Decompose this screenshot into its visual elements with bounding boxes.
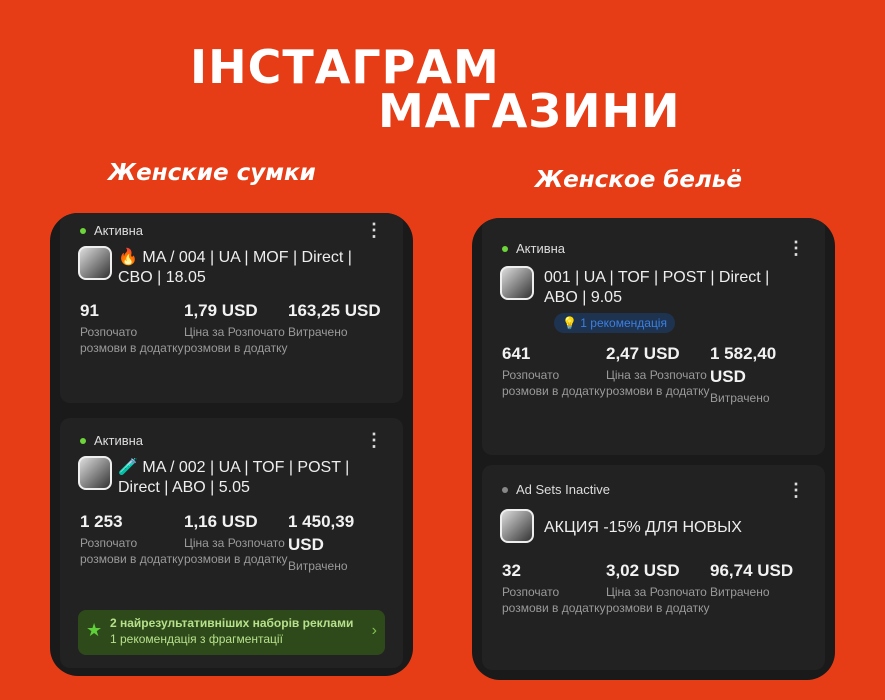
stat: 96,74 USD Витрачено: [710, 559, 814, 616]
test-tube-icon: 🧪: [118, 459, 138, 476]
stat: 32 Розпочато розмови в додатку: [502, 559, 606, 616]
right-subtitle: Женское бельё: [535, 167, 742, 193]
stat-value: 2,47 USD: [606, 344, 680, 363]
left-subtitle: Женские сумки: [108, 160, 316, 186]
headline-line1: ІНСТАГРАМ: [190, 40, 500, 94]
ad-title-text: MA / 004 | UA | MOF | Direct | CBO | 18.…: [118, 249, 352, 286]
stat-value: 96,74 USD: [710, 561, 794, 580]
status-dot-icon: [80, 227, 86, 234]
stat-label: Розпочато розмови в додатку: [80, 325, 184, 355]
stat: 1,79 USD Ціна за Розпочато розмови в дода…: [184, 299, 288, 356]
ad-title: 🧪 MA / 002 | UA | TOF | POST | Direct | …: [118, 458, 373, 498]
stat-label: Ціна за Розпочато розмови в додатку: [184, 325, 288, 355]
stat-value: 1 582,40 USD: [710, 344, 777, 386]
status-label: Ad Sets Inactive: [516, 482, 610, 497]
status: Ad Sets Inactive: [502, 482, 610, 497]
recommendation-badge[interactable]: 💡 1 рекомендація: [554, 313, 675, 333]
stat: 1,16 USD Ціна за Розпочато розмови в дода…: [184, 510, 288, 574]
ad-thumbnail: [500, 509, 534, 543]
status: Активна: [502, 241, 565, 256]
lightbulb-icon: 💡: [562, 316, 577, 330]
stat-value: 1 253: [80, 512, 123, 531]
stat-label: Розпочато розмови в додатку: [80, 536, 184, 566]
ad-title: 001 | UA | TOF | POST | Direct | ABO | 9…: [544, 269, 770, 306]
stat-label: Ціна за Розпочато розмови в додатку: [606, 585, 710, 615]
stat-label: Витрачено: [288, 559, 348, 573]
stat-value: 1,16 USD: [184, 512, 258, 531]
stat-label: Розпочато розмови в додатку: [502, 368, 606, 398]
status-label: Активна: [94, 223, 144, 238]
status-label: Активна: [94, 433, 144, 448]
ad-card[interactable]: Ad Sets Inactive ⋮ АКЦИЯ -15% ДЛЯ НОВЫХ …: [482, 465, 825, 670]
status-dot-icon: [80, 437, 86, 444]
stat-label: Витрачено: [288, 325, 348, 339]
ad-title-text: MA / 002 | UA | TOF | POST | Direct | AB…: [118, 459, 350, 496]
banner-subtitle: 1 рекомендація з фрагментації: [110, 632, 283, 646]
star-icon: ★: [86, 620, 103, 640]
stat-label: Ціна за Розпочато розмови в додатку: [184, 536, 288, 566]
ad-card[interactable]: Активна ⋮ 001 | UA | TOF | POST | Direct…: [482, 218, 825, 455]
more-icon[interactable]: ⋮: [787, 238, 805, 258]
more-icon[interactable]: ⋮: [365, 220, 383, 240]
stat-value: 32: [502, 561, 521, 580]
ad-title: АКЦИЯ -15% ДЛЯ НОВЫХ: [544, 519, 742, 536]
stat: 1 253 Розпочато розмови в додатку: [80, 510, 184, 574]
stat-label: Розпочато розмови в додатку: [502, 585, 606, 615]
stat: 641 Розпочато розмови в додатку: [502, 342, 606, 406]
stat-label: Витрачено: [710, 391, 770, 405]
stat-value: 163,25 USD: [288, 301, 381, 320]
badge-label: 1 рекомендація: [580, 316, 667, 330]
stat-value: 3,02 USD: [606, 561, 680, 580]
stat-label: Витрачено: [710, 585, 770, 599]
left-phone-panel: Активна ⋮ 🔥 MA / 004 | UA | MOF | Direct…: [50, 213, 413, 676]
stat: 91 Розпочато розмови в додатку: [80, 299, 184, 356]
status: Активна: [80, 223, 143, 238]
right-phone-panel: Активна ⋮ 001 | UA | TOF | POST | Direct…: [472, 218, 835, 680]
stat-label: Ціна за Розпочато розмови в додатку: [606, 368, 710, 398]
stat-value: 1,79 USD: [184, 301, 258, 320]
stat: 3,02 USD Ціна за Розпочато розмови в дода…: [606, 559, 710, 616]
banner-title: 2 найрезультативніших наборів реклами: [110, 616, 354, 630]
fire-icon: 🔥: [118, 249, 138, 266]
stat: 163,25 USD Витрачено: [288, 299, 392, 356]
stat: 2,47 USD Ціна за Розпочато розмови в дода…: [606, 342, 710, 406]
stat-value: 91: [80, 301, 99, 320]
status-dot-icon: [502, 486, 508, 493]
status: Активна: [80, 433, 143, 448]
headline-line2: МАГАЗИНИ: [378, 84, 681, 138]
recommendation-banner[interactable]: ★ 2 найрезультативніших наборів реклами …: [78, 610, 385, 655]
stat: 1 450,39 USD Витрачено: [288, 510, 392, 574]
ad-title: 🔥 MA / 004 | UA | MOF | Direct | CBO | 1…: [118, 248, 373, 288]
ad-thumbnail: [78, 246, 112, 280]
stat-value: 641: [502, 344, 531, 363]
more-icon[interactable]: ⋮: [365, 430, 383, 450]
stat: 1 582,40 USD Витрачено: [710, 342, 814, 406]
ad-thumbnail: [78, 456, 112, 490]
more-icon[interactable]: ⋮: [787, 480, 805, 500]
stat-value: 1 450,39 USD: [288, 512, 355, 554]
chevron-right-icon: ›: [371, 622, 377, 639]
ad-thumbnail: [500, 266, 534, 300]
status-dot-icon: [502, 245, 508, 252]
ad-card[interactable]: Активна ⋮ 🔥 MA / 004 | UA | MOF | Direct…: [60, 213, 403, 403]
status-label: Активна: [516, 241, 566, 256]
